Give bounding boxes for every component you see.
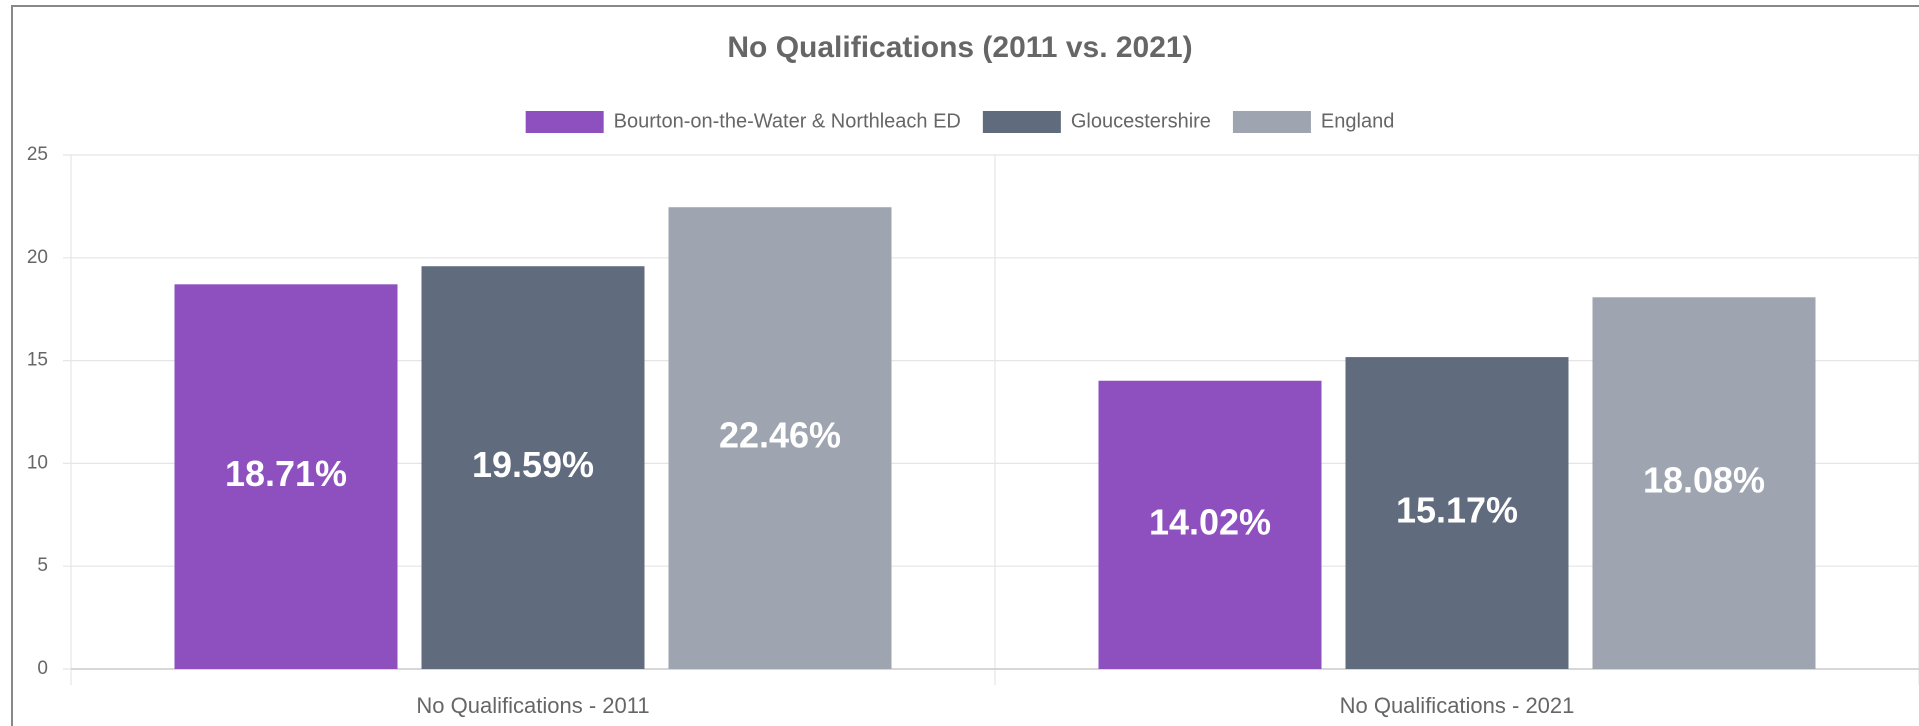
legend-swatch (525, 111, 604, 133)
value-label: 18.71% (225, 453, 347, 494)
legend-label: England (1321, 110, 1394, 132)
bar (1098, 380, 1322, 669)
bar (174, 284, 398, 669)
y-tick-label: 25 (27, 144, 48, 165)
bar (421, 266, 645, 669)
value-label: 14.02% (1149, 501, 1271, 542)
legend-label: Bourton-on-the-Water & Northleach ED (614, 110, 961, 132)
legend-swatch (1232, 111, 1311, 133)
legend-label: Gloucestershire (1071, 110, 1211, 132)
value-label: 18.08% (1643, 460, 1765, 501)
value-label: 15.17% (1396, 490, 1518, 531)
bar (1592, 297, 1816, 669)
y-tick-label: 10 (27, 452, 48, 473)
y-tick-label: 0 (37, 658, 48, 679)
bar (668, 207, 892, 669)
legend-swatch (982, 111, 1061, 133)
value-label: 22.46% (719, 415, 841, 456)
x-tick-label: No Qualifications - 2011 (416, 693, 649, 718)
x-tick-label: No Qualifications - 2021 (1340, 693, 1575, 718)
y-tick-label: 15 (27, 350, 48, 371)
y-tick-label: 5 (37, 555, 48, 576)
value-label: 19.59% (472, 444, 594, 485)
chart-title: No Qualifications (2011 vs. 2021) (727, 31, 1192, 64)
bar (1345, 357, 1569, 669)
y-tick-label: 20 (27, 247, 48, 268)
